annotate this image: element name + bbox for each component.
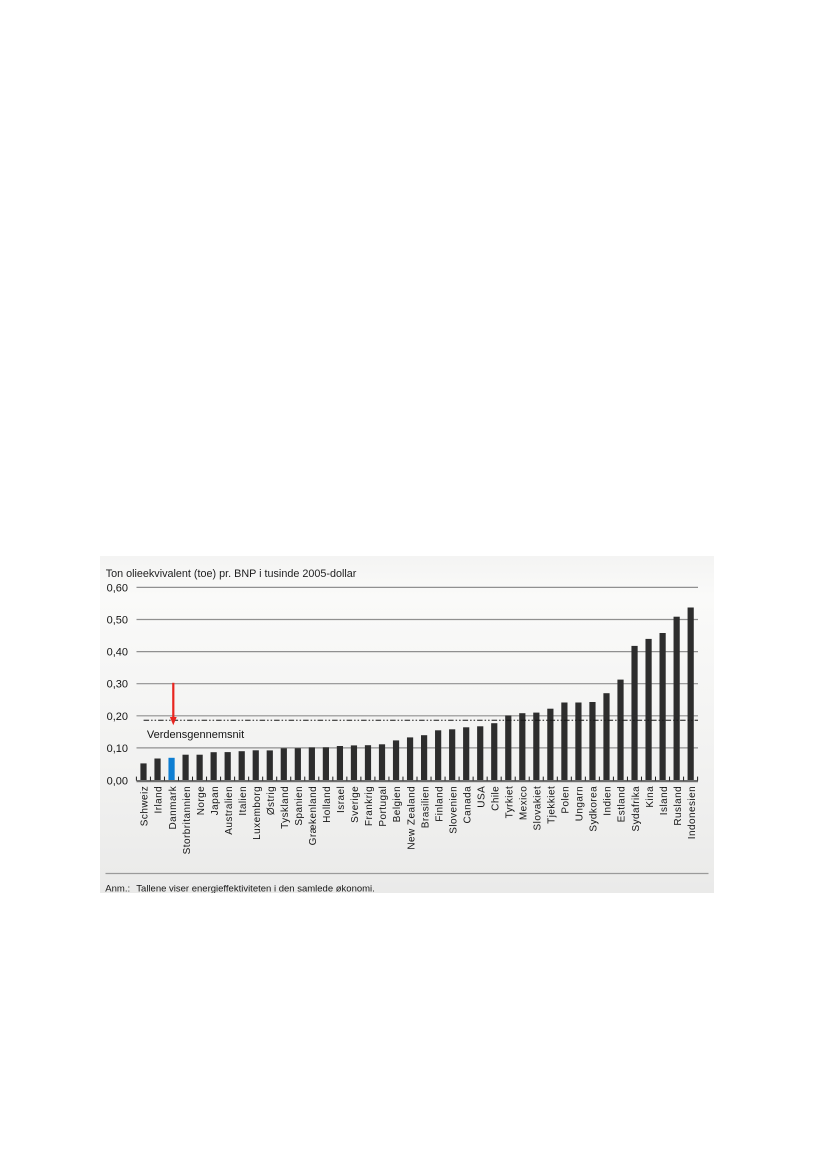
svg-text:Mexico: Mexico [519,786,530,820]
svg-text:Anm.:: Anm.: [105,884,130,894]
svg-text:Israel: Israel [336,786,347,813]
svg-text:Japan: Japan [210,786,221,816]
svg-text:Portugal: Portugal [378,786,389,827]
svg-text:Polen: Polen [561,786,572,814]
svg-text:Irland: Irland [154,786,165,814]
svg-text:Kina: Kina [645,786,656,808]
svg-text:Slovakiet: Slovakiet [533,786,544,831]
svg-text:Luxemborg: Luxemborg [252,786,263,840]
svg-text:Tyskland: Tyskland [280,786,291,829]
svg-text:Holland: Holland [322,786,333,823]
svg-text:Tjekkiet: Tjekkiet [547,786,558,824]
svg-text:Sydkorea: Sydkorea [589,786,600,832]
svg-text:Sydafrika: Sydafrika [631,786,642,832]
svg-text:0,00: 0,00 [107,775,128,787]
svg-text:0,20: 0,20 [107,711,128,723]
svg-text:0,30: 0,30 [107,679,128,691]
svg-text:Danmark: Danmark [168,785,179,829]
svg-text:Island: Island [659,786,670,815]
svg-text:Schweiz: Schweiz [140,786,151,826]
svg-text:USA: USA [476,786,487,808]
svg-text:Italien: Italien [238,786,249,816]
svg-text:Spanien: Spanien [294,786,305,826]
svg-text:0,60: 0,60 [107,582,128,594]
svg-text:0,40: 0,40 [107,647,128,659]
svg-text:Slovenien: Slovenien [448,786,459,834]
svg-text:Tallene viser energieffektivit: Tallene viser energieffektiviteten i den… [136,884,375,894]
svg-text:Verdensgennemsnit: Verdensgennemsnit [147,729,244,741]
svg-text:Norge: Norge [196,786,207,816]
svg-text:Ungarn: Ungarn [575,786,586,822]
svg-text:Chile: Chile [490,786,501,811]
svg-text:Indien: Indien [603,786,614,816]
svg-text:Canada: Canada [462,786,473,824]
svg-text:Indonesien: Indonesien [687,786,698,839]
svg-text:Østrig: Østrig [266,786,277,815]
svg-text:Sverige: Sverige [350,786,361,823]
svg-text:Storbritannien: Storbritannien [182,786,193,855]
svg-text:0,10: 0,10 [107,743,128,755]
svg-text:Brasilien: Brasilien [420,786,431,828]
svg-text:Estland: Estland [617,786,628,823]
svg-text:Australien: Australien [224,786,235,835]
svg-text:Rusland: Rusland [673,786,684,826]
svg-text:Ton olieekvivalent (toe) pr. B: Ton olieekvivalent (toe) pr. BNP i tusin… [106,568,357,580]
svg-text:New Zealand: New Zealand [406,786,417,850]
svg-text:Tyrkiet: Tyrkiet [504,786,515,819]
svg-text:Belgien: Belgien [392,786,403,823]
svg-text:Frankrig: Frankrig [364,786,375,826]
svg-text:Grækenland: Grækenland [308,786,319,846]
svg-text:Finland: Finland [434,786,445,822]
svg-text:0,50: 0,50 [107,615,128,627]
